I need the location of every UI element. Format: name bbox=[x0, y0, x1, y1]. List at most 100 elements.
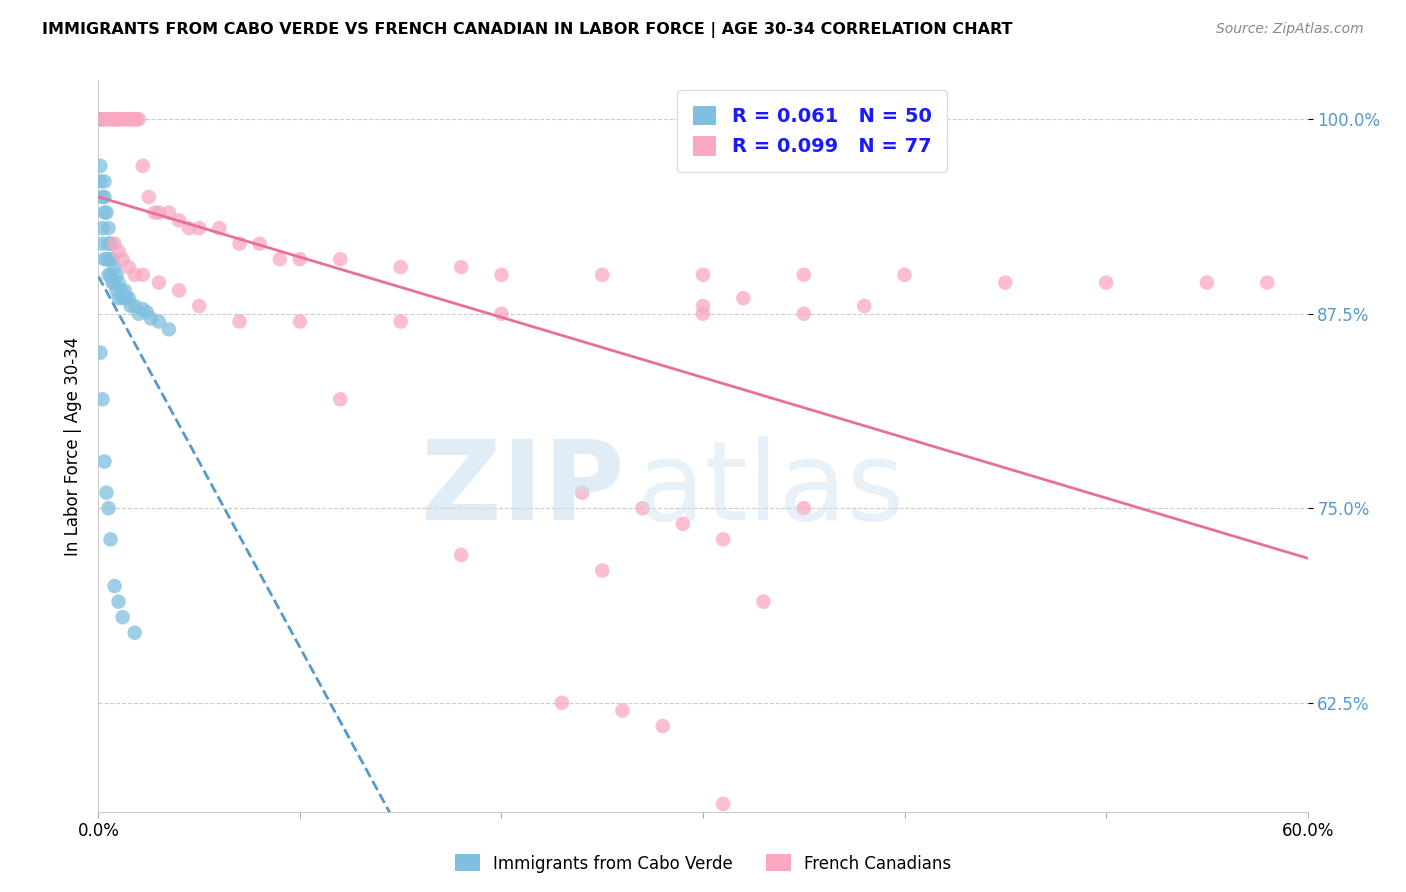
Point bbox=[89, 174, 111, 188]
Point bbox=[571, 485, 593, 500]
Point bbox=[288, 314, 311, 328]
Text: IMMIGRANTS FROM CABO VERDE VS FRENCH CANADIAN IN LABOR FORCE | AGE 30-34 CORRELA: IMMIGRANTS FROM CABO VERDE VS FRENCH CAN… bbox=[42, 22, 1012, 38]
Legend: R = 0.061   N = 50, R = 0.099   N = 77: R = 0.061 N = 50, R = 0.099 N = 77 bbox=[678, 90, 948, 172]
Point bbox=[711, 533, 734, 547]
Point bbox=[115, 112, 138, 127]
Point bbox=[93, 454, 115, 468]
Point bbox=[269, 252, 291, 267]
Point bbox=[107, 276, 129, 290]
Point bbox=[91, 236, 114, 251]
Point bbox=[139, 311, 162, 326]
Point bbox=[111, 610, 134, 624]
Point bbox=[107, 112, 129, 127]
Point bbox=[450, 548, 472, 562]
Point bbox=[793, 307, 815, 321]
Text: ZIP: ZIP bbox=[420, 436, 624, 543]
Point bbox=[101, 252, 124, 267]
Point bbox=[107, 244, 129, 259]
Point bbox=[91, 392, 114, 407]
Point bbox=[228, 236, 250, 251]
Point bbox=[125, 112, 148, 127]
Point bbox=[389, 314, 412, 328]
Point bbox=[793, 268, 815, 282]
Point bbox=[100, 252, 122, 267]
Point bbox=[96, 252, 118, 267]
Point bbox=[97, 236, 120, 251]
Point bbox=[692, 307, 714, 321]
Point bbox=[101, 276, 124, 290]
Point bbox=[893, 268, 915, 282]
Point bbox=[128, 112, 150, 127]
Point bbox=[103, 112, 125, 127]
Point bbox=[115, 291, 138, 305]
Point bbox=[228, 314, 250, 328]
Text: atlas: atlas bbox=[637, 436, 905, 543]
Point bbox=[111, 291, 134, 305]
Point bbox=[148, 205, 170, 219]
Point bbox=[121, 112, 143, 127]
Point bbox=[96, 485, 118, 500]
Point bbox=[97, 112, 120, 127]
Point bbox=[93, 112, 115, 127]
Point bbox=[103, 579, 125, 593]
Point bbox=[107, 112, 129, 127]
Point bbox=[157, 322, 180, 336]
Point bbox=[249, 236, 271, 251]
Point bbox=[143, 205, 166, 219]
Point bbox=[138, 190, 160, 204]
Point bbox=[91, 112, 114, 127]
Point bbox=[612, 704, 634, 718]
Point bbox=[118, 260, 141, 274]
Point bbox=[89, 345, 111, 359]
Point bbox=[135, 305, 157, 319]
Point bbox=[389, 260, 412, 274]
Point bbox=[110, 284, 132, 298]
Point bbox=[672, 516, 695, 531]
Point bbox=[110, 112, 132, 127]
Point bbox=[853, 299, 876, 313]
Point bbox=[208, 221, 231, 235]
Point bbox=[752, 594, 775, 608]
Point bbox=[91, 190, 114, 204]
Point bbox=[288, 252, 311, 267]
Point bbox=[132, 301, 155, 316]
Point bbox=[167, 284, 190, 298]
Point bbox=[118, 291, 141, 305]
Point bbox=[96, 112, 118, 127]
Point bbox=[1195, 276, 1218, 290]
Point bbox=[551, 696, 574, 710]
Point bbox=[591, 268, 613, 282]
Point bbox=[994, 276, 1017, 290]
Point bbox=[100, 533, 122, 547]
Point bbox=[91, 112, 114, 127]
Point bbox=[93, 205, 115, 219]
Point bbox=[132, 268, 155, 282]
Point bbox=[1095, 276, 1118, 290]
Point bbox=[733, 291, 755, 305]
Point bbox=[167, 213, 190, 227]
Point bbox=[491, 307, 513, 321]
Point bbox=[148, 314, 170, 328]
Point bbox=[157, 205, 180, 219]
Point bbox=[120, 112, 142, 127]
Point bbox=[692, 268, 714, 282]
Point bbox=[114, 284, 136, 298]
Point bbox=[97, 501, 120, 516]
Point bbox=[100, 268, 122, 282]
Point bbox=[450, 260, 472, 274]
Point bbox=[188, 299, 211, 313]
Point bbox=[692, 299, 714, 313]
Point bbox=[103, 276, 125, 290]
Point bbox=[93, 190, 115, 204]
Point bbox=[111, 112, 134, 127]
Point bbox=[631, 501, 654, 516]
Point bbox=[148, 276, 170, 290]
Point bbox=[124, 268, 146, 282]
Point bbox=[100, 112, 122, 127]
Point bbox=[118, 112, 141, 127]
Point bbox=[128, 307, 150, 321]
Point bbox=[793, 501, 815, 516]
Point bbox=[103, 112, 125, 127]
Legend: Immigrants from Cabo Verde, French Canadians: Immigrants from Cabo Verde, French Canad… bbox=[449, 847, 957, 880]
Point bbox=[103, 236, 125, 251]
